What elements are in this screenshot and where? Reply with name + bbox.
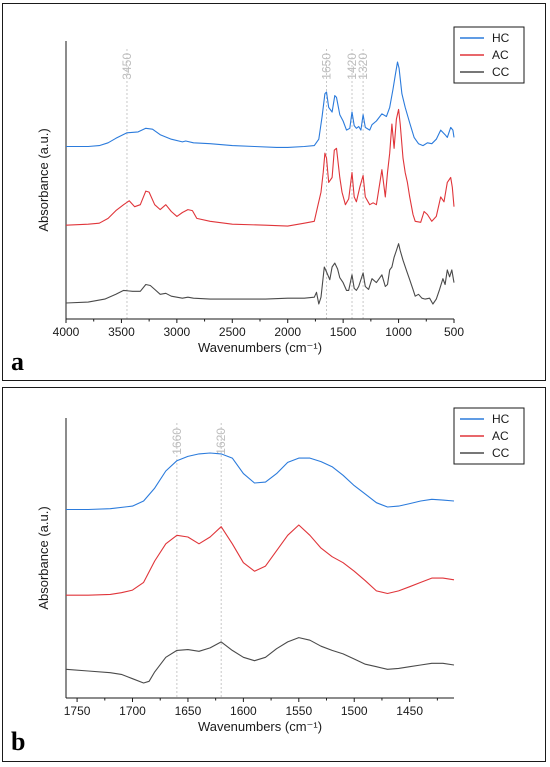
reference-line-label: 3450 bbox=[120, 53, 134, 80]
x-tick-label: 3000 bbox=[164, 325, 191, 339]
x-tick-label: 1650 bbox=[175, 704, 202, 718]
x-tick-label: 1700 bbox=[119, 704, 146, 718]
reference-line-label: 1620 bbox=[214, 428, 228, 455]
y-axis-title: Absorbance (a.u.) bbox=[36, 128, 51, 231]
series-line-ac bbox=[66, 524, 455, 596]
series-line-ac bbox=[65, 108, 455, 227]
x-tick-label: 4000 bbox=[53, 325, 80, 339]
series-line-cc bbox=[65, 243, 455, 305]
chart-panel-b: 1660 1620 1750 1700 1650 1600 1550 1500 1450 Wave… bbox=[2, 387, 546, 762]
legend-label-cc: CC bbox=[492, 65, 510, 79]
legend-label-cc: CC bbox=[492, 446, 510, 460]
reference-line-label: 1420 bbox=[345, 53, 359, 80]
chart-panel-a: 3450 1650 1420 1320 4000 3500 3000 2500 2000 1500… bbox=[2, 3, 546, 381]
x-tick-label: 2500 bbox=[219, 325, 246, 339]
reference-line-label: 1660 bbox=[170, 428, 184, 455]
x-tick-label: 2000 bbox=[274, 325, 301, 339]
chart-b: 1660 1620 1750 1700 1650 1600 1550 1500 1450 Wave… bbox=[11, 407, 525, 756]
y-axis-title: Absorbance (a.u.) bbox=[36, 506, 51, 609]
series-line-hc bbox=[66, 452, 455, 511]
legend-label-ac: AC bbox=[492, 429, 509, 443]
series-line-cc bbox=[65, 637, 455, 684]
x-tick-label: 1450 bbox=[396, 704, 423, 718]
legend-label-hc: HC bbox=[492, 412, 510, 426]
reference-line-label: 1320 bbox=[356, 53, 370, 80]
x-tick-label: 1550 bbox=[285, 704, 312, 718]
x-axis-title: Wavenumbers (cm⁻¹) bbox=[198, 719, 322, 734]
panel-letter: b bbox=[11, 727, 25, 756]
x-tick-label: 500 bbox=[444, 325, 464, 339]
x-tick-label: 1500 bbox=[330, 325, 357, 339]
legend-label-ac: AC bbox=[492, 48, 509, 62]
reference-line-label: 1650 bbox=[320, 53, 334, 80]
x-tick-label: 3500 bbox=[108, 325, 135, 339]
x-tick-label: 1600 bbox=[230, 704, 257, 718]
x-axis-title: Wavenumbers (cm⁻¹) bbox=[198, 340, 322, 355]
x-tick-label: 1000 bbox=[385, 325, 412, 339]
x-tick-label: 1750 bbox=[64, 704, 91, 718]
series-line-hc bbox=[66, 61, 455, 148]
x-tick-label: 1500 bbox=[341, 704, 368, 718]
legend-label-hc: HC bbox=[492, 31, 510, 45]
panel-letter: a bbox=[11, 347, 24, 376]
